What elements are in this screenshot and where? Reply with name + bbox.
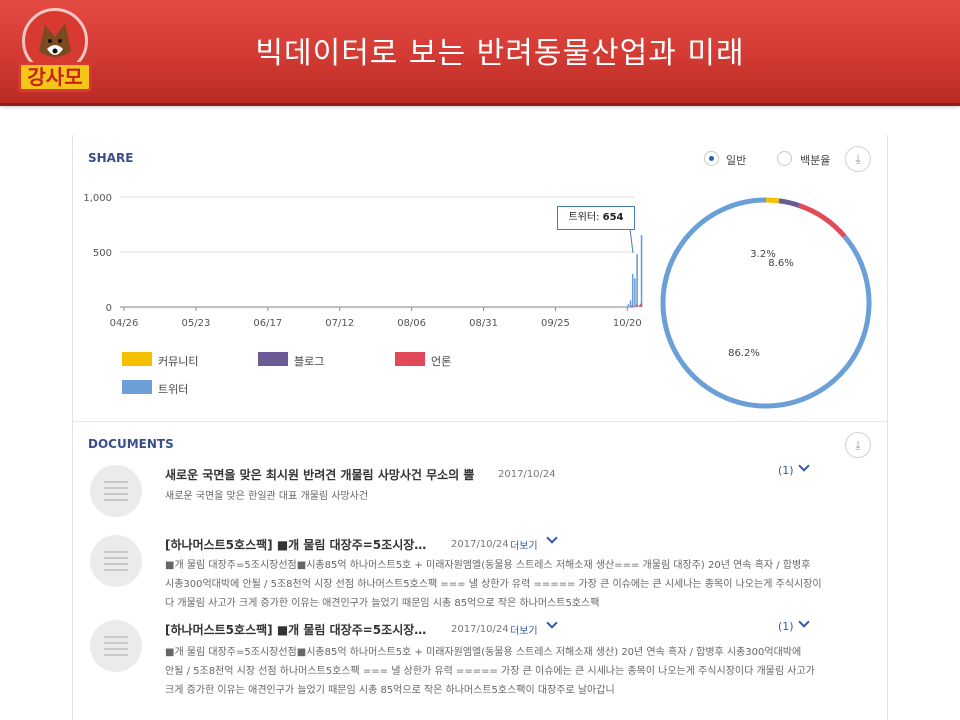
tooltip-sep: :: [596, 212, 603, 223]
document-body-line: ■개 물림 대장주=5조시장선점■시총85억 하나머스트5호 + 미래자원엠엘(…: [165, 560, 811, 571]
tooltip-label: 트위터: [568, 212, 597, 223]
legend-label[interactable]: 커뮤니티: [158, 355, 199, 368]
y-tick-label: 1,000: [83, 193, 112, 204]
document-date: 2017/10/24: [451, 624, 509, 635]
document-body-line: 새로운 국면을 맞은 한일관 대표 개물림 사망사건: [165, 491, 369, 502]
donut-data-label: 8.6%: [768, 258, 793, 269]
tooltip-value: 654: [602, 212, 624, 223]
x-tick-label: 04/26: [110, 318, 139, 329]
donut-slice[interactable]: [660, 197, 872, 409]
donut-slice[interactable]: [798, 203, 847, 239]
chart-tooltip: 트위터: 654: [557, 206, 635, 230]
document-body-line: ■개 물림 대장주=5조시장선점■시총85억 하나머스트5호 + 미래자원엠엘(…: [165, 647, 802, 658]
donut-slice[interactable]: [765, 197, 780, 204]
document-body: ■개 물림 대장주=5조시장선점■시총85억 하나머스트5호 + 미래자원엠엘(…: [165, 556, 865, 613]
legend-label[interactable]: 트위터: [158, 383, 189, 396]
legend-swatch[interactable]: [258, 352, 288, 366]
x-tick-label: 05/23: [181, 318, 210, 329]
radio-percent-label: 백분율: [800, 154, 831, 167]
tooltip-pointer: [629, 228, 634, 254]
radio-general[interactable]: [704, 151, 719, 166]
share-bar-chart: 1,000 500 0 04/26 05/23 06/17 07/12 08/06 08/31…: [83, 193, 643, 329]
x-tick-label: 07/12: [325, 318, 354, 329]
document-body-line: 안될 / 5조8천억 시장 선점 하나머스트5호스팩 === 낼 상한가 유력 …: [165, 666, 815, 677]
bar-twitter[interactable]: [629, 300, 632, 307]
section-divider: [72, 421, 888, 422]
x-tick-label: 09/25: [541, 318, 570, 329]
legend-label[interactable]: 언론: [431, 355, 452, 368]
share-section-title: SHARE: [88, 151, 134, 165]
document-title[interactable]: [하나머스트5호스팩] ■개 물림 대장주=5조시장…: [165, 623, 427, 637]
document-more-link[interactable]: 더보기: [510, 626, 538, 637]
radio-percent[interactable]: [777, 151, 792, 166]
document-body-line: 크게 증가한 이유는 애견인구가 늘었기 때문임 시총 85억으로 작은 하나머…: [165, 685, 615, 696]
bar-media[interactable]: [635, 304, 638, 307]
donut-data-label: 3.2%: [750, 249, 775, 260]
document-title[interactable]: [하나머스트5호스팩] ■개 물림 대장주=5조시장…: [165, 538, 427, 552]
document-icon: [90, 465, 142, 517]
donut-data-label: 86.2%: [728, 348, 760, 359]
bar-twitter[interactable]: [634, 278, 636, 307]
share-pie-chart: 3.2%8.6% 86.2%: [660, 197, 872, 409]
document-count[interactable]: (1): [778, 620, 794, 633]
share-download-button[interactable]: ⤓: [845, 146, 871, 172]
x-tick-label: 08/06: [397, 318, 426, 329]
x-tick-label: 10/20: [613, 318, 642, 329]
bar-twitter[interactable]: [627, 304, 630, 307]
content-panel: [72, 135, 888, 720]
y-tick-label: 0: [106, 303, 112, 314]
donut-slice[interactable]: [778, 198, 800, 208]
bar-twitter[interactable]: [625, 306, 627, 307]
bar-twitter[interactable]: [631, 274, 634, 307]
legend-swatch[interactable]: [395, 352, 425, 366]
document-count[interactable]: (1): [778, 464, 794, 477]
header-underline: [0, 103, 960, 106]
download-icon: ⤓: [855, 438, 861, 452]
document-body-line: 시총300억대박에 안될 / 5조8천억 시장 선점 하나머스트5호스팩 ===…: [165, 579, 822, 590]
document-date: 2017/10/24: [498, 469, 556, 480]
header-banner: [0, 0, 960, 103]
x-tick-label: 06/17: [253, 318, 282, 329]
legend-swatch[interactable]: [122, 352, 152, 366]
document-title[interactable]: 새로운 국면을 맞은 최시원 반려견 개물림 사망사건 무소의 뿔: [165, 468, 475, 482]
x-tick-label: 08/31: [469, 318, 498, 329]
bar-twitter[interactable]: [636, 254, 638, 307]
legend-label[interactable]: 블로그: [294, 355, 325, 368]
radio-general-label: 일반: [726, 154, 747, 167]
logo: 강사모: [16, 8, 94, 92]
legend-swatch[interactable]: [122, 380, 152, 394]
document-body: ■개 물림 대장주=5조시장선점■시총85억 하나머스트5호 + 미래자원엠엘(…: [165, 643, 865, 700]
documents-download-button[interactable]: ⤓: [845, 432, 871, 458]
document-icon: [90, 620, 142, 672]
logo-text: 강사모: [18, 62, 92, 92]
page-title: 빅데이터로 보는 반려동물산업과 미래: [255, 36, 745, 71]
document-body: 새로운 국면을 맞은 한일관 대표 개물림 사망사건: [165, 487, 855, 506]
document-icon: [90, 535, 142, 587]
bar-twitter[interactable]: [640, 235, 643, 307]
bar-media[interactable]: [631, 305, 633, 307]
document-more-link[interactable]: 더보기: [510, 541, 538, 552]
documents-section-title: DOCUMENTS: [88, 437, 174, 451]
document-body-line: 다 개물림 사고가 크게 증가한 이유는 애견인구가 늘었기 때문임 시총 85…: [165, 598, 600, 609]
document-date: 2017/10/24: [451, 539, 509, 550]
y-tick-label: 500: [93, 248, 112, 259]
bar-twitter[interactable]: [638, 304, 641, 307]
download-icon: ⤓: [855, 152, 861, 166]
bar-media[interactable]: [640, 303, 642, 307]
